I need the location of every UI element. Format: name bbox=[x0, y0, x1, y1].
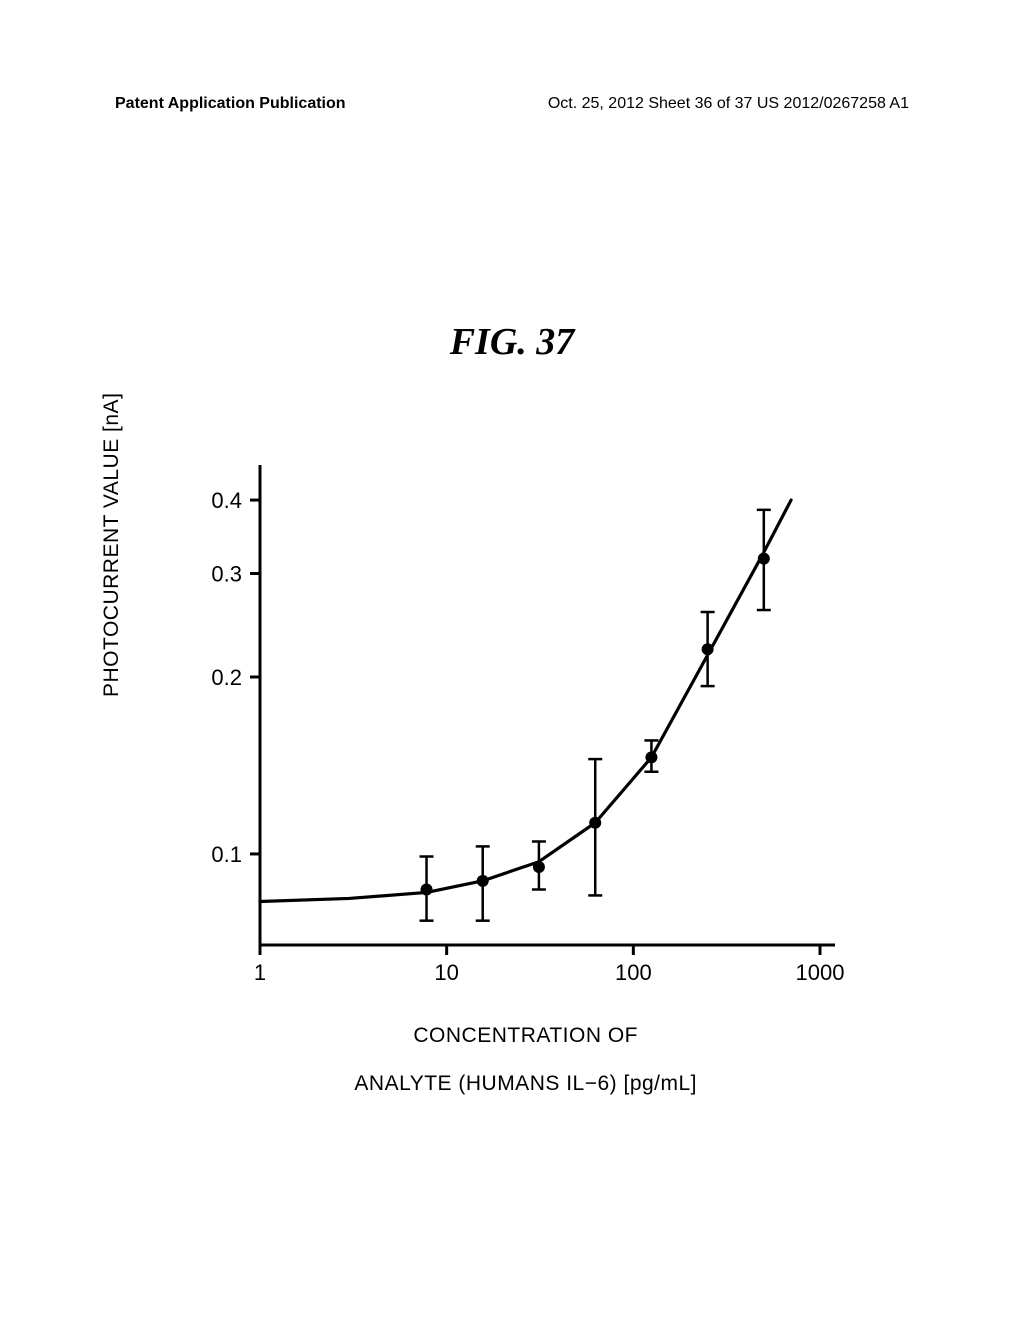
figure-title: FIG. 37 bbox=[450, 320, 575, 364]
x-axis-label: CONCENTRATION OF ANALYTE (HUMANS IL−6) [… bbox=[354, 1000, 697, 1096]
svg-text:10: 10 bbox=[434, 960, 458, 985]
y-axis-label: PHOTOCURRENT VALUE [nA] bbox=[100, 393, 124, 697]
svg-text:1000: 1000 bbox=[796, 960, 845, 985]
svg-text:0.2: 0.2 bbox=[211, 665, 242, 690]
svg-text:100: 100 bbox=[615, 960, 652, 985]
chart-svg: 0.1 0.2 0.3 0.4 1 10 100 1000 bbox=[130, 450, 890, 1060]
x-axis-label-line2: ANALYTE (HUMANS IL−6) [pg/mL] bbox=[354, 1072, 697, 1095]
svg-text:1: 1 bbox=[254, 960, 266, 985]
chart-container: 0.1 0.2 0.3 0.4 1 10 100 1000 bbox=[130, 450, 890, 1060]
header-right-text: Oct. 25, 2012 Sheet 36 of 37 US 2012/026… bbox=[548, 95, 909, 113]
svg-text:0.3: 0.3 bbox=[211, 562, 242, 587]
x-axis-label-line1: CONCENTRATION OF bbox=[413, 1024, 638, 1047]
header-left-text: Patent Application Publication bbox=[115, 95, 346, 113]
svg-text:0.1: 0.1 bbox=[211, 842, 242, 867]
svg-text:0.4: 0.4 bbox=[211, 488, 242, 513]
page-header: Patent Application Publication Oct. 25, … bbox=[0, 95, 1024, 113]
